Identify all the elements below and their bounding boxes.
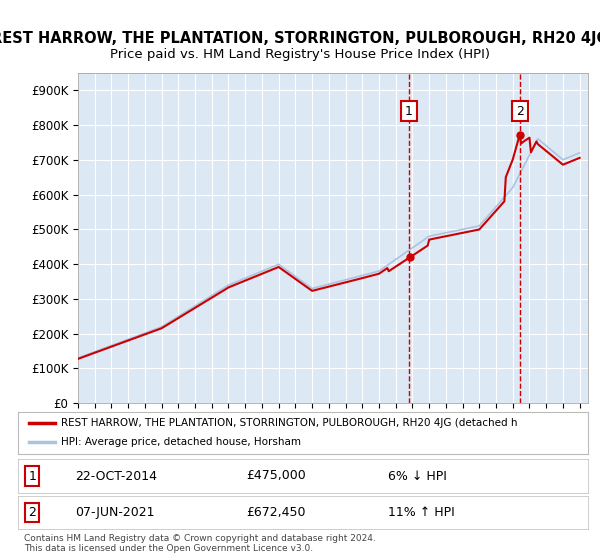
Text: Contains HM Land Registry data © Crown copyright and database right 2024.
This d: Contains HM Land Registry data © Crown c…: [24, 534, 376, 553]
Text: 1: 1: [28, 469, 36, 483]
Text: REST HARROW, THE PLANTATION, STORRINGTON, PULBOROUGH, RH20 4JG: REST HARROW, THE PLANTATION, STORRINGTON…: [0, 31, 600, 46]
Text: 07-JUN-2021: 07-JUN-2021: [75, 506, 155, 519]
Text: REST HARROW, THE PLANTATION, STORRINGTON, PULBOROUGH, RH20 4JG (detached h: REST HARROW, THE PLANTATION, STORRINGTON…: [61, 418, 517, 428]
Text: £475,000: £475,000: [246, 469, 306, 483]
Text: 2: 2: [28, 506, 36, 519]
Text: 6% ↓ HPI: 6% ↓ HPI: [389, 469, 448, 483]
Text: HPI: Average price, detached house, Horsham: HPI: Average price, detached house, Hors…: [61, 437, 301, 447]
Text: Price paid vs. HM Land Registry's House Price Index (HPI): Price paid vs. HM Land Registry's House …: [110, 48, 490, 60]
Text: 1: 1: [405, 105, 413, 118]
Text: 22-OCT-2014: 22-OCT-2014: [75, 469, 157, 483]
Text: £672,450: £672,450: [246, 506, 305, 519]
Text: 11% ↑ HPI: 11% ↑ HPI: [389, 506, 455, 519]
Text: 2: 2: [516, 105, 524, 118]
